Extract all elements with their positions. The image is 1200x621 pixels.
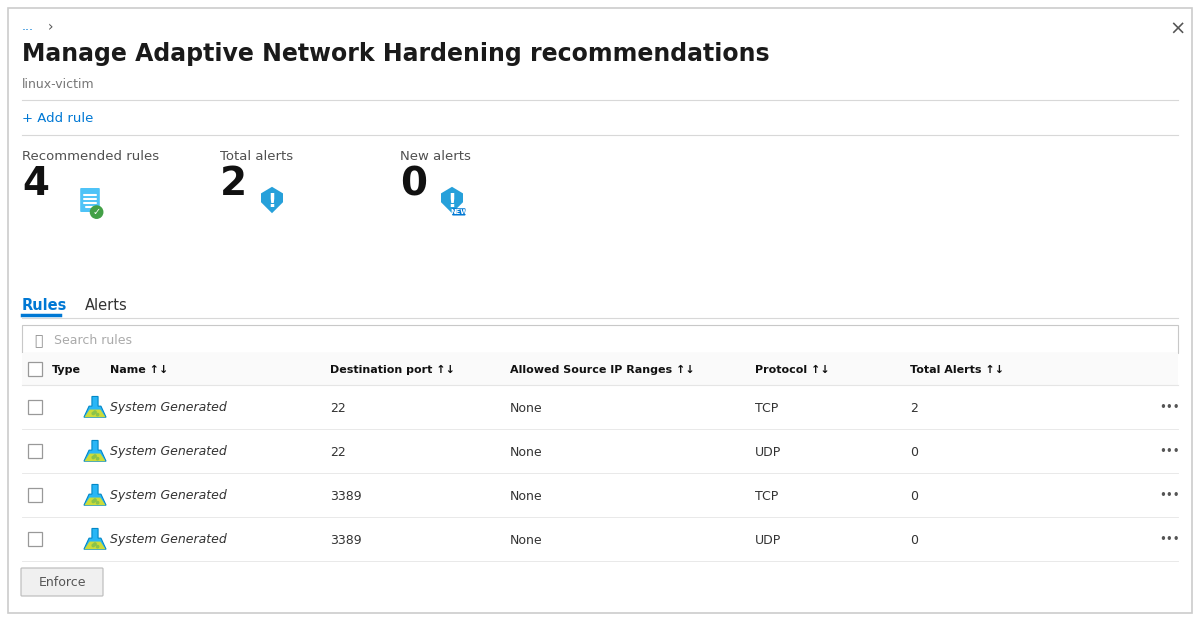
Text: 0: 0 [910,489,918,502]
FancyBboxPatch shape [452,208,466,215]
Polygon shape [84,396,106,417]
Text: 0: 0 [400,165,427,203]
Text: 3389: 3389 [330,489,361,502]
Text: Protocol ↑↓: Protocol ↑↓ [755,365,829,375]
Text: 22: 22 [330,445,346,458]
Text: •••: ••• [1159,489,1181,502]
Polygon shape [84,410,106,417]
Text: 3389: 3389 [330,533,361,546]
FancyBboxPatch shape [28,532,42,546]
Text: Rules: Rules [22,298,67,313]
Text: System Generated: System Generated [110,489,227,502]
Circle shape [92,456,95,459]
Polygon shape [84,453,106,461]
Text: 22: 22 [330,402,346,414]
Circle shape [96,545,98,548]
Text: 2: 2 [220,165,247,203]
FancyBboxPatch shape [28,488,42,502]
Circle shape [90,206,103,218]
Text: NEW: NEW [450,209,468,215]
Circle shape [92,544,95,546]
Text: Enforce: Enforce [38,576,85,589]
Text: New alerts: New alerts [400,150,470,163]
Text: ✓: ✓ [92,207,101,217]
Polygon shape [442,187,463,213]
Circle shape [94,543,96,545]
Polygon shape [84,542,106,549]
Polygon shape [84,440,106,461]
Text: System Generated: System Generated [110,445,227,458]
Text: •••: ••• [1159,445,1181,458]
Circle shape [96,502,98,504]
Text: Alerts: Alerts [85,298,127,313]
FancyBboxPatch shape [22,325,1178,353]
Circle shape [94,455,96,457]
Bar [22,473,1178,517]
Bar [22,385,1178,429]
Text: 2: 2 [910,402,918,414]
Circle shape [96,458,98,460]
Text: Allowed Source IP Ranges ↑↓: Allowed Source IP Ranges ↑↓ [510,365,695,375]
Text: ×: × [1170,20,1186,39]
Text: 0: 0 [910,533,918,546]
FancyBboxPatch shape [28,444,42,458]
Text: Total alerts: Total alerts [220,150,293,163]
Text: Name ↑↓: Name ↑↓ [110,365,168,375]
Text: Type: Type [52,365,82,375]
Text: linux-victim: linux-victim [22,78,95,91]
Polygon shape [84,497,106,505]
FancyBboxPatch shape [22,568,103,596]
Text: + Add rule: + Add rule [22,112,94,125]
Bar [22,517,1178,561]
FancyBboxPatch shape [80,188,100,212]
Text: 0: 0 [910,445,918,458]
Text: ⌕: ⌕ [34,334,42,348]
Text: ...: ... [22,20,34,33]
Text: UDP: UDP [755,445,781,458]
Text: Total Alerts ↑↓: Total Alerts ↑↓ [910,365,1004,375]
FancyBboxPatch shape [28,362,42,376]
Text: Destination port ↑↓: Destination port ↑↓ [330,365,455,375]
Text: •••: ••• [1159,402,1181,414]
Text: 4: 4 [22,165,49,203]
Bar [22,353,1178,385]
FancyBboxPatch shape [8,8,1192,613]
Text: TCP: TCP [755,402,779,414]
FancyBboxPatch shape [28,400,42,414]
Text: UDP: UDP [755,533,781,546]
Text: None: None [510,402,542,414]
Text: None: None [510,489,542,502]
Text: ›: › [48,20,54,34]
Polygon shape [84,484,106,505]
Text: System Generated: System Generated [110,402,227,414]
Text: TCP: TCP [755,489,779,502]
Text: !: ! [448,192,456,211]
Polygon shape [84,528,106,549]
Text: Search rules: Search rules [54,333,132,347]
Text: Recommended rules: Recommended rules [22,150,160,163]
Text: System Generated: System Generated [110,533,227,546]
Text: None: None [510,533,542,546]
Text: Manage Adaptive Network Hardening recommendations: Manage Adaptive Network Hardening recomm… [22,42,769,66]
Text: •••: ••• [1159,533,1181,546]
Text: !: ! [268,192,276,211]
Circle shape [96,414,98,416]
Circle shape [92,412,95,415]
Circle shape [94,499,96,501]
Circle shape [94,411,96,414]
Bar [22,429,1178,473]
Text: None: None [510,445,542,458]
Circle shape [92,501,95,502]
Polygon shape [262,187,283,213]
